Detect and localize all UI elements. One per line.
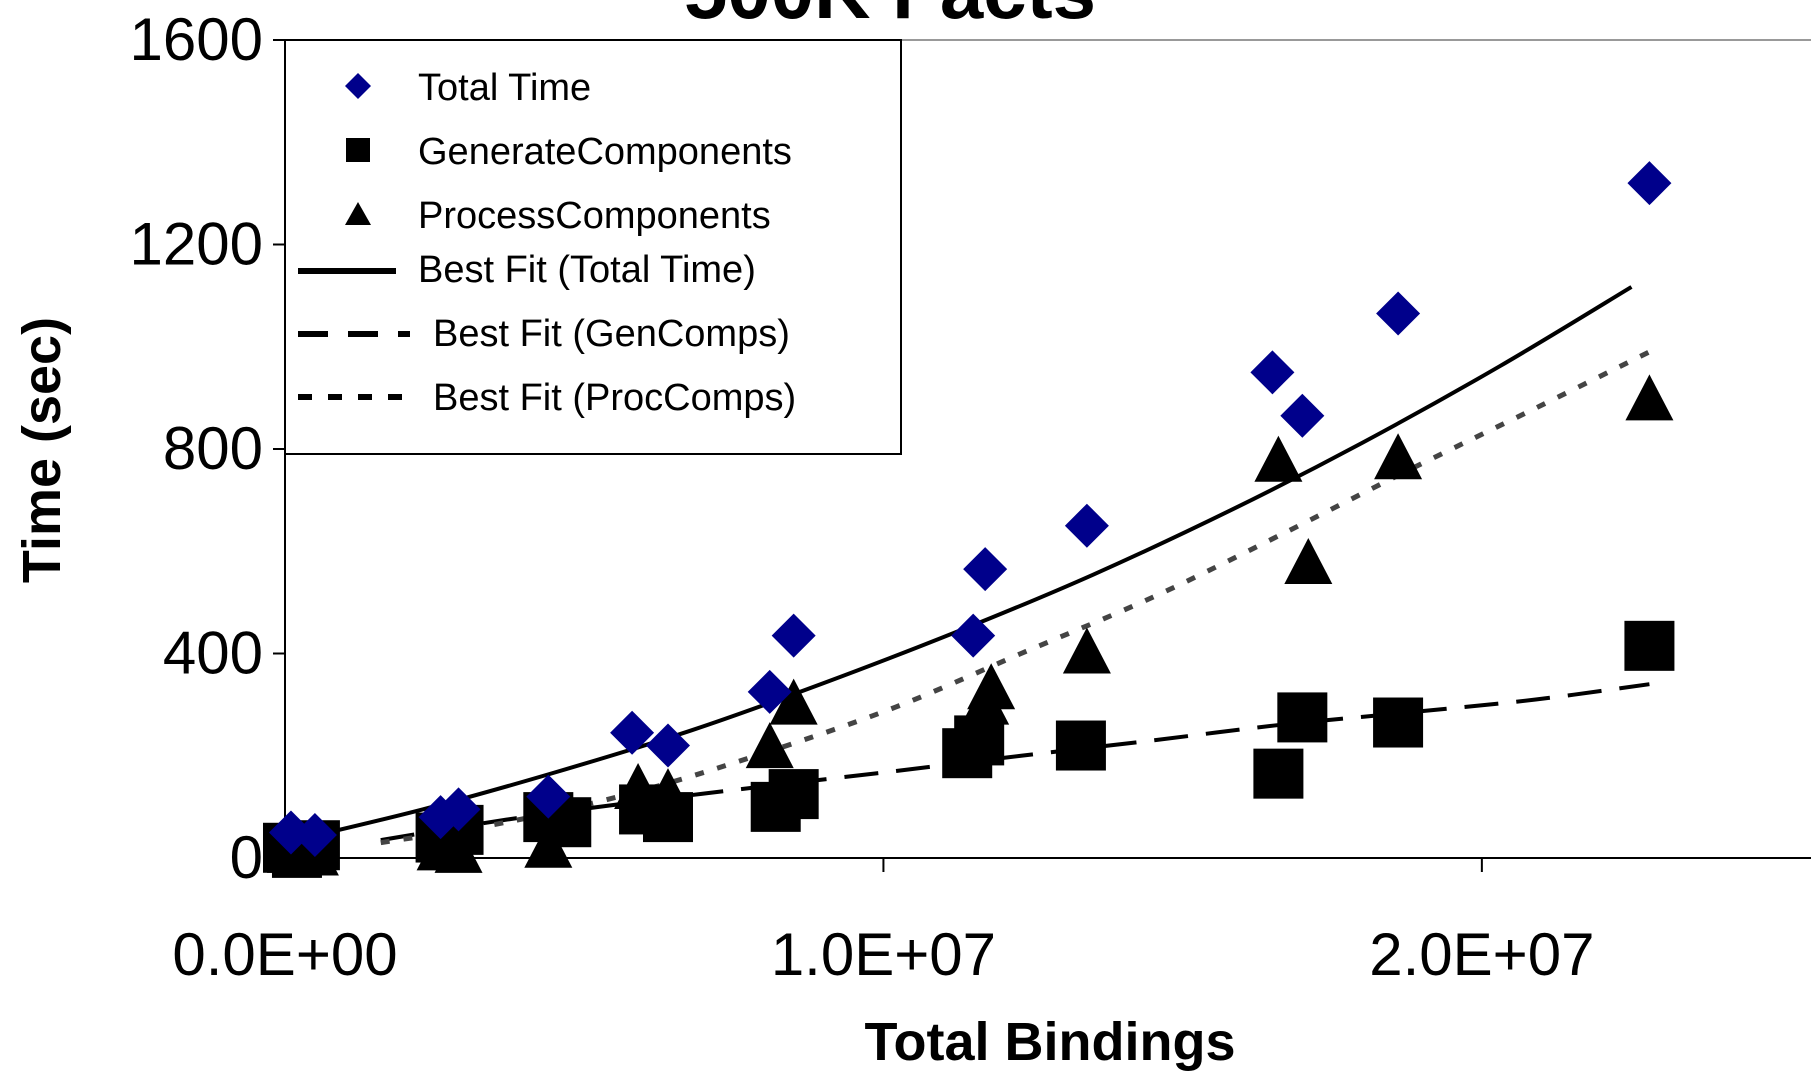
legend-label-fit-total: Best Fit (Total Time) — [418, 249, 756, 291]
generate-components-point — [1055, 720, 1106, 771]
process-components-point — [967, 663, 1016, 710]
legend-box — [284, 39, 902, 455]
process-components-point — [643, 768, 692, 815]
legend: Total Time GenerateComponents ProcessCom… — [284, 39, 902, 455]
legend-triangle-icon — [345, 202, 371, 225]
total-time-point — [1376, 291, 1421, 336]
generate-components-point — [1253, 748, 1304, 799]
process-components-point — [1062, 627, 1111, 674]
data-points — [262, 161, 1675, 878]
process-components-point — [434, 826, 483, 873]
total-time-point — [292, 812, 337, 857]
total-time-point — [526, 774, 571, 819]
y-axis-label: Time (sec) — [12, 317, 72, 583]
legend-label-process-components: ProcessComponents — [418, 195, 771, 237]
total-time-point — [1250, 350, 1295, 395]
ticks: 0 400 800 1200 1600 0.0E+00 1.0E+07 2.0E+07 — [130, 6, 1595, 988]
fit-line-gencomps — [380, 682, 1650, 843]
y-tick-label: 800 — [163, 415, 263, 482]
total-time-point — [610, 710, 655, 755]
process-components-point — [1284, 538, 1333, 585]
generate-components-point — [768, 769, 819, 820]
process-components-point — [1374, 433, 1423, 480]
x-axis-label: Total Bindings — [865, 1012, 1236, 1072]
total-time-point — [1064, 503, 1109, 548]
y-tick-label: 1600 — [130, 6, 263, 73]
x-tick-label: 2.0E+07 — [1369, 921, 1594, 988]
total-time-point — [747, 669, 792, 714]
process-components-point — [1625, 374, 1674, 421]
y-tick-label: 1200 — [130, 211, 263, 278]
process-components-point — [1254, 435, 1303, 482]
legend-label-fit-proccomps: Best Fit (ProcComps) — [433, 377, 796, 419]
legend-diamond-icon — [345, 73, 371, 99]
legend-label-generate-components: GenerateComponents — [418, 131, 792, 173]
total-time-point — [1627, 161, 1672, 206]
y-tick-label: 400 — [163, 620, 263, 687]
total-time-point — [951, 613, 996, 658]
x-tick-label: 1.0E+07 — [771, 921, 996, 988]
process-components-point — [524, 821, 573, 868]
total-time-point — [436, 787, 481, 832]
generate-components-point — [1277, 692, 1328, 743]
total-time-point — [1280, 393, 1325, 438]
process-components-point — [745, 722, 794, 769]
y-tick-label: 0 — [230, 824, 263, 891]
legend-label-total-time: Total Time — [418, 67, 591, 109]
legend-square-icon — [346, 138, 370, 162]
legend-label-fit-gencomps: Best Fit (GenComps) — [433, 313, 790, 355]
process-components-point — [769, 678, 818, 725]
generate-components-point — [1373, 697, 1424, 748]
total-time-point — [645, 723, 690, 768]
total-time-point — [771, 613, 816, 658]
x-tick-label: 0.0E+00 — [172, 921, 397, 988]
total-time-point — [963, 547, 1008, 592]
chart-title: 500K Facts — [684, 0, 1096, 35]
fit-line-proccomps — [380, 349, 1651, 846]
process-components-point — [614, 762, 663, 809]
generate-components-point — [1624, 620, 1675, 671]
